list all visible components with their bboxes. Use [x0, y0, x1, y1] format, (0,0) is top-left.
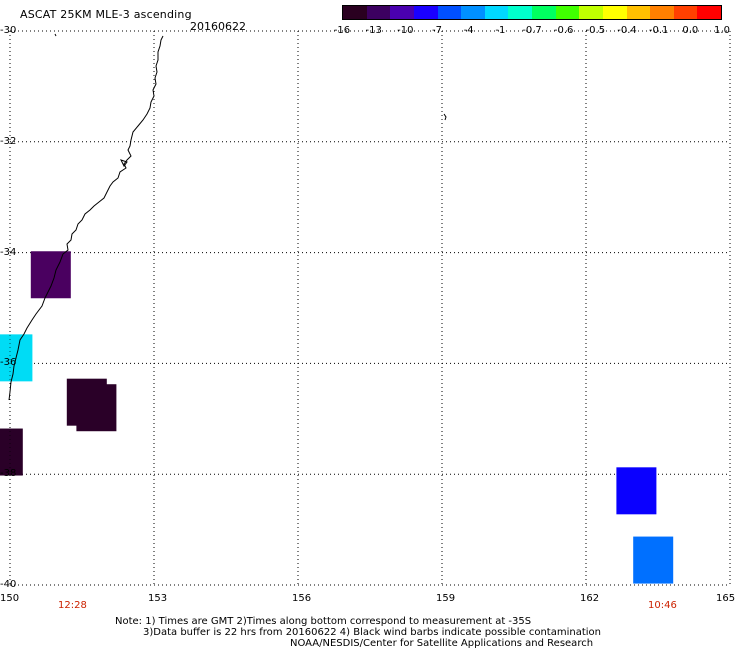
coastline	[8, 35, 164, 401]
coast-inlet	[120, 159, 128, 167]
colorbar-swatch	[626, 6, 651, 19]
colorbar	[342, 5, 722, 20]
lon-tick-label: 165	[716, 593, 736, 604]
colorbar-swatch	[413, 6, 438, 19]
colorbar-swatch	[673, 6, 698, 19]
lat-tick-label: -36	[0, 357, 17, 369]
colorbar-swatch	[697, 6, 721, 19]
lat-tick-label: -40	[0, 579, 17, 590]
colorbar-tick-label: -13	[365, 25, 382, 36]
colorbar-swatch	[437, 6, 462, 19]
colorbar-tick-label: -7	[432, 25, 442, 36]
colorbar-tick-label: -4	[463, 25, 474, 36]
map-title: ASCAT 25KM MLE-3 ascending	[20, 8, 192, 21]
island-mark	[443, 113, 447, 121]
note-line-3: NOAA/NESDIS/Center for Satellite Applica…	[290, 638, 594, 649]
colorbar-tick-label: -0.5	[585, 25, 606, 36]
colorbar-swatch	[508, 6, 532, 19]
lat-tick-label: -30	[0, 25, 17, 36]
time-right: 10:46	[648, 600, 677, 611]
colorbar-swatch	[555, 6, 580, 19]
colorbar-swatch	[579, 6, 603, 19]
colorbar-tick-label: -0.7	[522, 25, 542, 36]
lon-tick-label: 150	[0, 593, 20, 604]
wind-cell	[633, 536, 674, 584]
lat-tick-label: -38	[0, 468, 17, 480]
colorbar-tick-label: -0.6	[553, 25, 574, 36]
lon-tick-label: 153	[148, 593, 168, 604]
wind-cell	[0, 428, 23, 476]
lat-tick-label: -34	[0, 246, 17, 258]
colorbar-swatch	[532, 6, 556, 19]
colorbar-swatch	[484, 6, 509, 19]
colorbar-swatch	[343, 6, 367, 19]
wind-cell	[76, 384, 117, 432]
map-date: 20160622	[190, 20, 246, 33]
lon-tick-label: 159	[436, 593, 456, 604]
wind-cell	[616, 467, 657, 515]
time-left: 12:28	[58, 600, 87, 611]
colorbar-swatch	[461, 6, 485, 19]
colorbar-tick-label: -1	[495, 25, 506, 36]
wind-cell	[30, 251, 71, 299]
note-line-1: Note: 1) Times are GMT 2)Times along bot…	[115, 616, 532, 627]
colorbar-tick-label: -10	[397, 25, 414, 36]
lat-tick-label: -32	[0, 135, 17, 147]
colorbar-swatch	[650, 6, 674, 19]
lon-tick-label: 156	[292, 593, 312, 604]
colorbar-swatch	[366, 6, 391, 19]
colorbar-swatch	[390, 6, 414, 19]
note-line-2: 3)Data buffer is 22 hrs from 20160622 4)…	[143, 627, 601, 638]
lon-tick-label: 162	[580, 593, 600, 604]
coast-dot	[54, 33, 57, 37]
colorbar-swatch	[602, 6, 627, 19]
